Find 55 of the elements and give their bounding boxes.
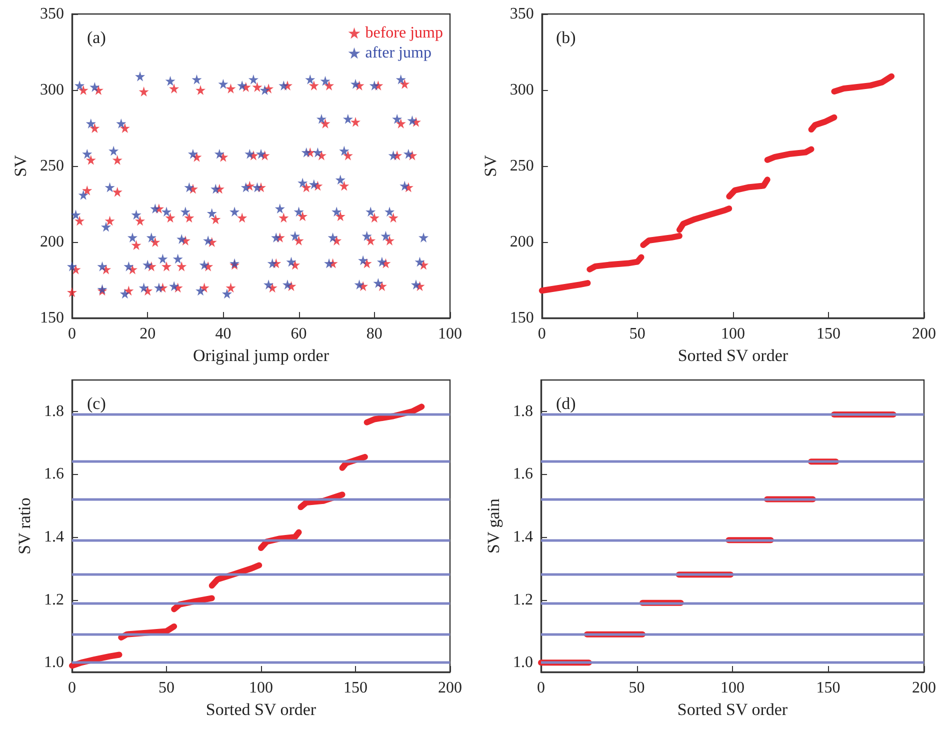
x-tick-label: 100 — [720, 326, 745, 342]
x-tick-label: 60 — [290, 326, 307, 342]
x-tick-label: 100 — [249, 680, 273, 696]
y-tick-label: 1.0 — [44, 654, 64, 672]
y-tick-label: 1.0 — [513, 654, 533, 672]
text: (c) — [87, 394, 106, 413]
x-tick-label: 200 — [438, 680, 462, 696]
y-tick-label: 200 — [40, 234, 64, 250]
x-tick-label: 150 — [816, 326, 840, 342]
y-tick-label: 350 — [40, 6, 64, 22]
x-axis-title: Sorted SV order — [206, 700, 316, 719]
legend-label: after jump — [365, 44, 432, 62]
text: (d) — [556, 394, 576, 413]
y-tick-label: 150 — [40, 310, 64, 326]
x-tick-label: 100 — [720, 680, 744, 696]
x-tick-label: 0 — [537, 680, 545, 696]
x-tick-label: 0 — [68, 326, 76, 342]
x-tick-label: 200 — [912, 326, 936, 342]
y-tick-label: 1.8 — [513, 402, 533, 420]
x-tick-label: 150 — [344, 680, 368, 696]
y-tick-label: 1.2 — [44, 591, 64, 608]
text: (b) — [556, 28, 576, 47]
y-tick-label: 300 — [40, 82, 64, 98]
x-tick-label: 0 — [68, 680, 76, 696]
y-tick-label: 1.4 — [513, 528, 533, 546]
y-axis-title: SV gain — [484, 498, 504, 554]
y-axis-title: SV ratio — [15, 498, 34, 554]
x-axis-title: Original jump order — [193, 346, 330, 365]
y-tick-label: 1.8 — [44, 402, 64, 420]
x-axis-title: Sorted SV order — [677, 700, 788, 719]
x-tick-label: 50 — [629, 326, 646, 342]
x-tick-label: 40 — [215, 326, 232, 342]
x-tick-label: 80 — [366, 326, 382, 342]
x-tick-label: 50 — [158, 680, 174, 696]
y-tick-label: 1.4 — [44, 528, 64, 546]
y-tick-label: 200 — [510, 234, 534, 250]
y-axis-title: SV — [481, 154, 500, 177]
y-tick-label: 1.6 — [513, 466, 533, 483]
y-tick-label: 250 — [40, 158, 64, 174]
y-tick-label: 1.6 — [44, 466, 64, 483]
y-axis-title: SV — [11, 154, 30, 177]
x-tick-label: 200 — [912, 680, 936, 696]
legend-label: before jump — [365, 24, 443, 42]
x-axis-title: Sorted SV order — [678, 346, 788, 365]
x-tick-label: 20 — [140, 326, 156, 342]
x-tick-label: 0 — [538, 326, 546, 342]
y-tick-label: 150 — [510, 310, 534, 326]
x-tick-label: 150 — [816, 680, 840, 696]
x-tick-label: 50 — [628, 680, 645, 696]
text: (a) — [87, 28, 106, 47]
y-tick-label: 350 — [510, 6, 534, 22]
x-tick-label: 100 — [438, 326, 462, 342]
y-tick-label: 1.2 — [513, 591, 533, 608]
y-tick-label: 250 — [510, 158, 534, 174]
y-tick-label: 300 — [510, 82, 534, 98]
